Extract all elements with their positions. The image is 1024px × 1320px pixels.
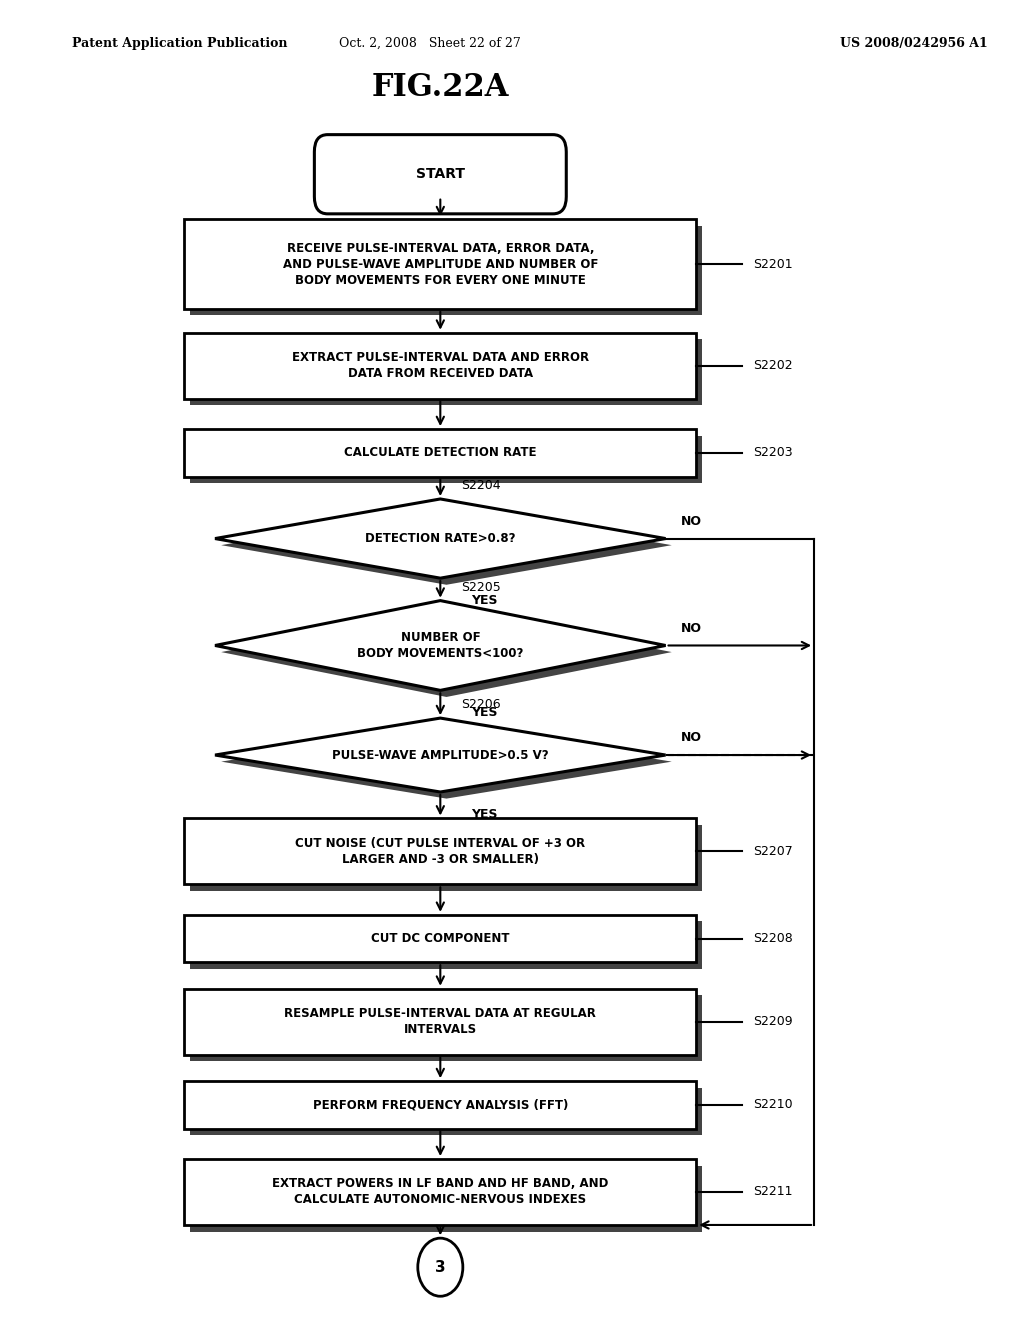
FancyBboxPatch shape <box>314 135 566 214</box>
Text: S2211: S2211 <box>753 1185 793 1199</box>
Text: S2203: S2203 <box>753 446 793 459</box>
Text: EXTRACT POWERS IN LF BAND AND HF BAND, AND
CALCULATE AUTONOMIC-NERVOUS INDEXES: EXTRACT POWERS IN LF BAND AND HF BAND, A… <box>272 1177 608 1206</box>
Text: FIG.22A: FIG.22A <box>372 71 509 103</box>
Text: US 2008/0242956 A1: US 2008/0242956 A1 <box>840 37 987 50</box>
Text: NO: NO <box>681 731 702 744</box>
Text: NO: NO <box>681 622 702 635</box>
Text: RESAMPLE PULSE-INTERVAL DATA AT REGULAR
INTERVALS: RESAMPLE PULSE-INTERVAL DATA AT REGULAR … <box>285 1007 596 1036</box>
Text: S2206: S2206 <box>461 698 501 711</box>
Text: S2209: S2209 <box>753 1015 793 1028</box>
Text: S2208: S2208 <box>753 932 793 945</box>
Polygon shape <box>221 607 672 697</box>
Polygon shape <box>221 725 672 799</box>
Polygon shape <box>215 601 666 690</box>
Polygon shape <box>221 506 672 585</box>
Text: DETECTION RATE>0.8?: DETECTION RATE>0.8? <box>366 532 515 545</box>
Text: Patent Application Publication: Patent Application Publication <box>72 37 287 50</box>
Polygon shape <box>215 718 666 792</box>
FancyBboxPatch shape <box>184 989 696 1055</box>
Text: S2201: S2201 <box>753 257 793 271</box>
Text: S2207: S2207 <box>753 845 793 858</box>
Text: S2205: S2205 <box>461 581 501 594</box>
Text: NUMBER OF
BODY MOVEMENTS<100?: NUMBER OF BODY MOVEMENTS<100? <box>357 631 523 660</box>
Text: EXTRACT PULSE-INTERVAL DATA AND ERROR
DATA FROM RECEIVED DATA: EXTRACT PULSE-INTERVAL DATA AND ERROR DA… <box>292 351 589 380</box>
FancyBboxPatch shape <box>184 915 696 962</box>
Text: RECEIVE PULSE-INTERVAL DATA, ERROR DATA,
AND PULSE-WAVE AMPLITUDE AND NUMBER OF
: RECEIVE PULSE-INTERVAL DATA, ERROR DATA,… <box>283 242 598 286</box>
FancyBboxPatch shape <box>190 1166 702 1232</box>
Text: YES: YES <box>471 808 498 821</box>
FancyBboxPatch shape <box>184 429 696 477</box>
FancyBboxPatch shape <box>184 818 696 884</box>
Text: 3: 3 <box>435 1259 445 1275</box>
Text: NO: NO <box>681 515 702 528</box>
FancyBboxPatch shape <box>190 1088 702 1135</box>
Circle shape <box>418 1238 463 1296</box>
FancyBboxPatch shape <box>190 226 702 315</box>
Text: S2210: S2210 <box>753 1098 793 1111</box>
FancyBboxPatch shape <box>190 436 702 483</box>
Polygon shape <box>215 499 666 578</box>
Text: CUT NOISE (CUT PULSE INTERVAL OF +3 OR
LARGER AND -3 OR SMALLER): CUT NOISE (CUT PULSE INTERVAL OF +3 OR L… <box>295 837 586 866</box>
FancyBboxPatch shape <box>190 825 702 891</box>
Text: S2202: S2202 <box>753 359 793 372</box>
Text: START: START <box>416 168 465 181</box>
Text: PERFORM FREQUENCY ANALYSIS (FFT): PERFORM FREQUENCY ANALYSIS (FFT) <box>312 1098 568 1111</box>
Text: PULSE-WAVE AMPLITUDE>0.5 V?: PULSE-WAVE AMPLITUDE>0.5 V? <box>332 748 549 762</box>
Text: CALCULATE DETECTION RATE: CALCULATE DETECTION RATE <box>344 446 537 459</box>
FancyBboxPatch shape <box>184 1159 696 1225</box>
FancyBboxPatch shape <box>184 219 696 309</box>
Text: CUT DC COMPONENT: CUT DC COMPONENT <box>371 932 510 945</box>
FancyBboxPatch shape <box>190 995 702 1061</box>
Text: YES: YES <box>471 594 498 607</box>
Text: S2204: S2204 <box>461 479 501 492</box>
FancyBboxPatch shape <box>184 333 696 399</box>
Text: Oct. 2, 2008   Sheet 22 of 27: Oct. 2, 2008 Sheet 22 of 27 <box>339 37 521 50</box>
Text: YES: YES <box>471 706 498 719</box>
FancyBboxPatch shape <box>190 921 702 969</box>
FancyBboxPatch shape <box>190 339 702 405</box>
FancyBboxPatch shape <box>184 1081 696 1129</box>
